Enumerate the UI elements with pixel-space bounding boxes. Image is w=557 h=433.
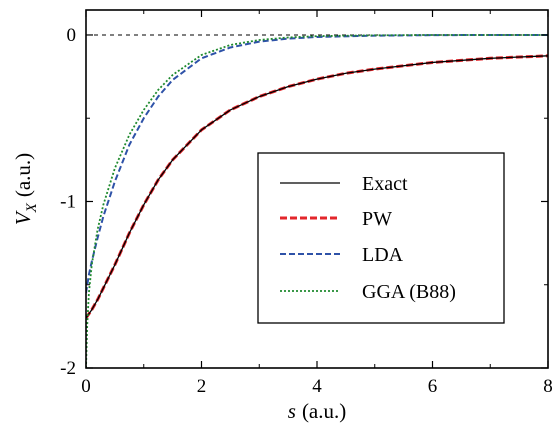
series-layer [86,33,548,368]
svg-text:VX(a.u.): VX(a.u.) [11,153,40,225]
x-tick-label: 8 [543,376,553,397]
legend-label: GGA (B88) [362,281,456,303]
ticks-layer: 0 2 4 6 8 -2 -1 0 [60,10,553,397]
y-tick-label: 0 [67,25,77,46]
x-tick-label: 4 [312,376,322,397]
x-tick-label: 2 [197,376,207,397]
legend-label: Exact [362,173,408,195]
y-axis-title: VX(a.u.) [11,153,40,225]
y-tick-label: -2 [60,358,76,379]
x-tick-label: 6 [428,376,438,397]
legend-label: PW [362,208,392,230]
series-line-exact [86,55,548,319]
legend-box [257,152,505,324]
x-axis-title: s (a.u.) [288,399,347,423]
y-tick-label: -1 [60,191,76,212]
legend: Exact PW LDA GGA (B88) [257,152,505,324]
legend-label: LDA [362,244,404,266]
x-tick-label: 0 [81,376,91,397]
series-line-gga-b88 [86,34,548,368]
